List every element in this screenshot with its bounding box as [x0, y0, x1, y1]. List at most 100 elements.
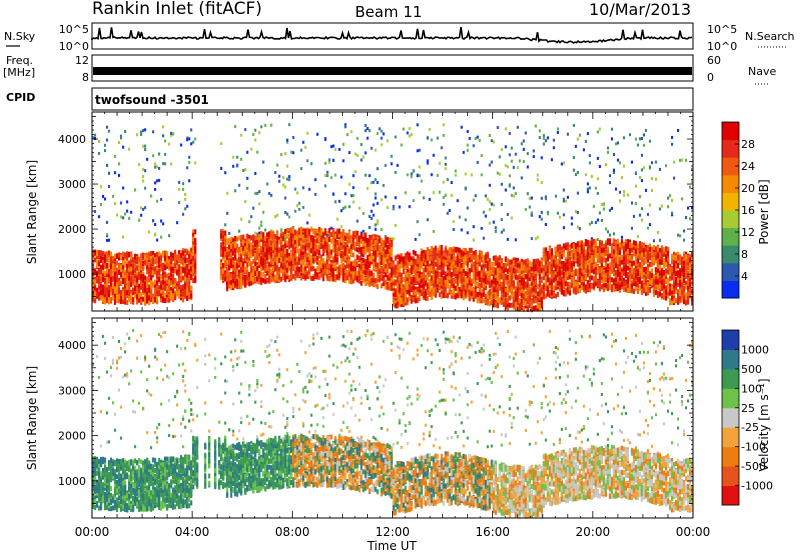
power-cell	[454, 169, 457, 173]
power-cell	[416, 149, 419, 153]
power-cell	[170, 274, 173, 280]
power-cell	[172, 279, 175, 284]
power-cell	[156, 270, 159, 276]
power-cell	[376, 132, 379, 135]
power-cell	[156, 299, 159, 305]
power-cell	[268, 192, 271, 195]
power-cell	[336, 239, 339, 245]
power-cell	[254, 277, 257, 283]
power-cell	[170, 257, 173, 263]
power-cell	[98, 285, 101, 291]
power-cell	[372, 254, 375, 259]
power-cell	[432, 253, 435, 259]
power-cell	[318, 274, 321, 280]
power-cell	[186, 263, 189, 269]
power-cell	[162, 222, 165, 226]
power-cell	[438, 272, 441, 278]
power-cell	[386, 283, 389, 289]
power-cell	[450, 251, 453, 257]
power-cell	[182, 212, 185, 216]
power-cell	[436, 136, 439, 140]
power-cell	[222, 268, 225, 274]
power-cell	[476, 135, 479, 139]
power-cell	[432, 229, 435, 233]
power-cell	[122, 216, 125, 220]
power-cell	[402, 284, 405, 290]
power-cell	[412, 199, 415, 203]
power-cell	[266, 259, 269, 265]
power-cell	[304, 232, 307, 238]
power-cell	[178, 285, 181, 291]
power-cell	[342, 232, 345, 238]
power-cell	[374, 278, 377, 284]
power-cell	[142, 207, 145, 211]
power-cell	[194, 253, 197, 259]
power-cell	[226, 259, 229, 265]
power-cell	[234, 247, 237, 253]
power-cell	[334, 254, 337, 260]
power-cell	[424, 277, 427, 283]
power-cell	[146, 269, 149, 275]
power-cell	[174, 291, 177, 297]
power-cell	[388, 285, 391, 291]
power-cell	[342, 267, 345, 273]
power-cell	[386, 139, 389, 143]
power-cell	[380, 260, 383, 266]
power-cell	[372, 246, 375, 252]
power-cell	[268, 262, 271, 268]
power-cell	[418, 254, 421, 260]
power-cell	[352, 233, 355, 239]
power-cell	[340, 245, 343, 251]
power-cell	[332, 256, 335, 262]
power-cell	[446, 272, 449, 278]
power-cell	[412, 290, 415, 296]
power-cell	[174, 254, 177, 259]
power-cell	[146, 157, 149, 161]
power-cell	[136, 294, 139, 300]
power-cell	[296, 242, 299, 248]
noise-right-tick-bottom: 10^0	[707, 40, 737, 53]
power-cell	[302, 205, 305, 209]
power-cell	[238, 260, 241, 266]
power-cell	[168, 279, 171, 285]
power-cell	[170, 277, 173, 283]
power-cell	[356, 247, 359, 253]
power-cell	[308, 240, 311, 245]
power-cell	[96, 258, 99, 264]
power-cell	[160, 297, 163, 303]
power-cell	[144, 278, 147, 284]
power-cell	[308, 260, 311, 266]
power-cell	[154, 266, 157, 272]
power-cell	[462, 276, 465, 282]
power-cell	[370, 280, 373, 286]
power-cell	[450, 263, 453, 269]
power-cell	[342, 206, 345, 210]
power-cell	[358, 206, 361, 210]
power-cell	[460, 266, 463, 272]
power-cell	[144, 206, 147, 210]
power-cell	[188, 259, 191, 265]
power-cell	[372, 264, 375, 270]
power-cell	[328, 255, 331, 261]
power-cell	[100, 283, 103, 289]
power-cell	[120, 215, 123, 219]
power-cell	[174, 294, 177, 300]
freq-label: Freq.	[6, 54, 33, 67]
power-cell	[182, 284, 185, 290]
power-cell	[122, 291, 125, 297]
power-cell	[472, 272, 475, 278]
power-cell	[454, 285, 457, 291]
frequency-trace	[93, 67, 692, 75]
power-cell	[400, 278, 403, 284]
power-cell	[304, 270, 307, 276]
power-cell	[436, 255, 439, 261]
power-cell	[418, 191, 421, 195]
power-cell	[386, 206, 389, 209]
power-cell	[252, 271, 255, 277]
power-cell	[334, 233, 337, 239]
power-cell	[334, 249, 337, 255]
power-cell	[402, 296, 405, 301]
power-cell	[126, 251, 129, 257]
power-cell	[256, 272, 259, 277]
power-cell	[304, 228, 307, 234]
